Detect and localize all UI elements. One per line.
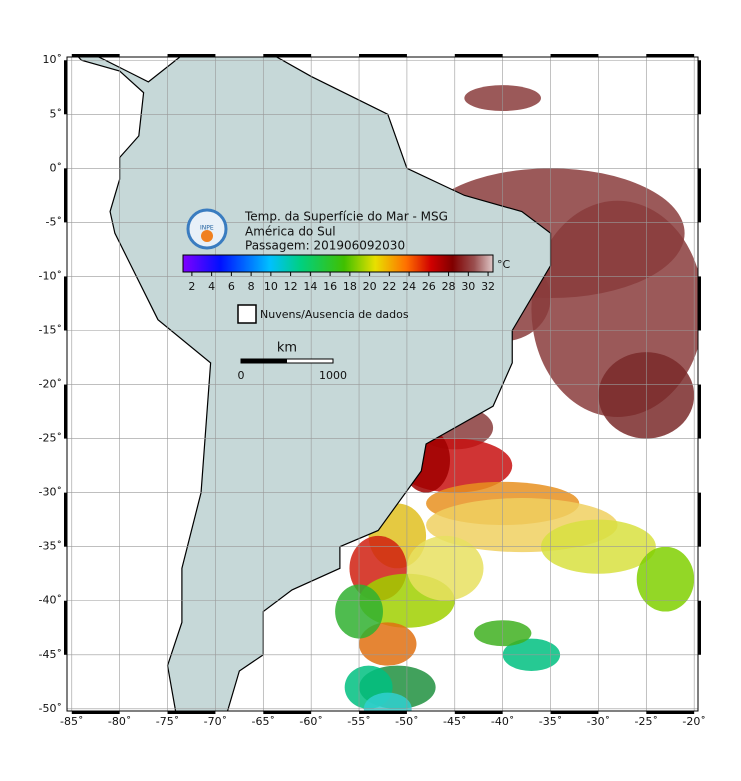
- frame-segment: [454, 711, 503, 714]
- y-tick-label: -45˚: [39, 648, 62, 661]
- frame-segment: [646, 711, 695, 714]
- sst-patch: [363, 692, 412, 711]
- sst-patch: [406, 535, 484, 601]
- frame-segment: [71, 711, 120, 714]
- frame-segment: [454, 54, 503, 57]
- region: América do Sul: [245, 225, 336, 239]
- colorbar-tick-label: 22: [382, 280, 396, 293]
- frame-segment: [646, 54, 695, 57]
- x-tick-label: -85˚: [60, 715, 83, 728]
- scale-label: 0: [238, 369, 245, 382]
- colorbar-tick-label: 30: [461, 280, 475, 293]
- x-tick-label: -65˚: [252, 715, 275, 728]
- x-tick-label: -50˚: [395, 715, 418, 728]
- y-tick-label: -35˚: [39, 540, 62, 553]
- x-tick-label: -70˚: [204, 715, 227, 728]
- frame-segment: [359, 711, 407, 714]
- colorbar-tick-label: 16: [323, 280, 337, 293]
- colorbar-tick-label: 4: [208, 280, 215, 293]
- colorbar-unit: °C: [497, 258, 511, 271]
- frame-segment: [359, 54, 407, 57]
- frame-segment: [64, 384, 67, 439]
- colorbar-tick-label: 6: [228, 280, 235, 293]
- colorbar-tick-label: 26: [422, 280, 436, 293]
- logo-dot: [201, 230, 213, 242]
- x-tick-label: -25˚: [635, 715, 658, 728]
- frame-segment: [698, 276, 701, 331]
- frame-segment: [550, 711, 599, 714]
- y-tick-label: -40˚: [39, 594, 62, 607]
- scale-unit: km: [277, 341, 297, 356]
- y-tick-label: 0˚: [50, 161, 63, 174]
- y-tick-label: -50˚: [39, 702, 62, 715]
- colorbar-tick-label: 24: [402, 280, 416, 293]
- frame-segment: [64, 600, 67, 655]
- colorbar-tick-label: 20: [363, 280, 377, 293]
- logo-text: INPE: [200, 225, 214, 232]
- frame-segment: [263, 54, 312, 57]
- colorbar-tick-label: 18: [343, 280, 357, 293]
- colorbar-tick-label: 2: [188, 280, 195, 293]
- frame-segment: [71, 54, 120, 57]
- y-tick-label: -5˚: [46, 215, 62, 228]
- frame-segment: [698, 168, 701, 223]
- frame-segment: [698, 60, 701, 115]
- x-tick-label: -45˚: [443, 715, 466, 728]
- colorbar-tick-label: 28: [442, 280, 456, 293]
- colorbar-tick-label: 12: [284, 280, 298, 293]
- x-tick-label: -30˚: [587, 715, 610, 728]
- x-tick-label: -80˚: [108, 715, 131, 728]
- colorbar-tick-label: 8: [248, 280, 255, 293]
- frame-segment: [64, 276, 67, 331]
- x-tick-label: -75˚: [156, 715, 179, 728]
- y-tick-label: 10˚: [43, 53, 63, 66]
- frame-segment: [64, 492, 67, 547]
- logo-ring: [186, 208, 228, 250]
- frame-segment: [64, 168, 67, 223]
- frame-segment: [698, 492, 701, 547]
- sst-patch: [636, 546, 695, 612]
- title: Temp. da Superfície do Mar - MSG: [244, 210, 448, 224]
- y-tick-label: -10˚: [39, 269, 62, 282]
- y-tick-label: -25˚: [39, 432, 62, 445]
- colorbar-tick-label: 10: [264, 280, 278, 293]
- frame-segment: [167, 711, 216, 714]
- overlay: INPE Temp. da Superfície do Mar - MSG Am…: [182, 208, 511, 382]
- pass-time: Passagem: 201906092030: [245, 239, 405, 253]
- frame-segment: [263, 711, 312, 714]
- map-body: [67, 57, 698, 711]
- x-tick-label: -55˚: [347, 715, 370, 728]
- y-tick-label: -15˚: [39, 323, 62, 336]
- continent: [77, 57, 552, 711]
- legend-text: Nuvens/Ausencia de dados: [260, 308, 409, 321]
- x-tick-label: -20˚: [682, 715, 705, 728]
- legend-swatch: [237, 304, 257, 324]
- y-tick-label: -20˚: [39, 378, 62, 391]
- frame-segment: [167, 54, 216, 57]
- y-tick-label: 5˚: [50, 107, 63, 120]
- x-tick-label: -40˚: [491, 715, 514, 728]
- frame-segment: [550, 54, 599, 57]
- frame-segment: [698, 384, 701, 439]
- scale-label: 1000: [319, 369, 347, 382]
- x-tick-label: -35˚: [539, 715, 562, 728]
- x-tick-label: -60˚: [299, 715, 322, 728]
- colorbar: [182, 254, 494, 273]
- frame-segment: [698, 600, 701, 655]
- colorbar-tick-label: 14: [303, 280, 317, 293]
- scale-bar-half: [241, 359, 287, 363]
- y-tick-label: -30˚: [39, 486, 62, 499]
- colorbar-tick-label: 32: [481, 280, 495, 293]
- frame-segment: [64, 60, 67, 115]
